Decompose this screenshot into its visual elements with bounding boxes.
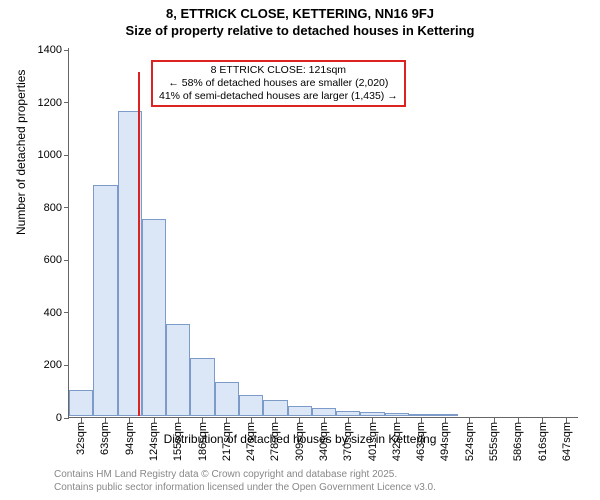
y-tick: [64, 50, 69, 51]
footer-line-2: Contains public sector information licen…: [54, 482, 436, 495]
y-tick-label: 200: [22, 359, 62, 371]
annotation-line-3: 41% of semi-detached houses are larger (…: [159, 90, 398, 103]
y-tick: [64, 312, 69, 313]
histogram-bar: [288, 406, 312, 417]
y-tick: [64, 260, 69, 261]
histogram-bar: [312, 408, 336, 416]
y-tick-label: 1200: [22, 97, 62, 109]
y-tick: [64, 365, 69, 366]
x-axis-label: Distribution of detached houses by size …: [0, 432, 600, 446]
chart-title-block: 8, ETTRICK CLOSE, KETTERING, NN16 9FJ Si…: [0, 0, 600, 40]
histogram-bar: [433, 414, 457, 416]
y-tick: [64, 155, 69, 156]
y-tick-label: 1000: [22, 149, 62, 161]
title-line-1: 8, ETTRICK CLOSE, KETTERING, NN16 9FJ: [0, 6, 600, 23]
y-tick-label: 600: [22, 254, 62, 266]
title-line-2: Size of property relative to detached ho…: [0, 23, 600, 40]
histogram-bar: [263, 400, 287, 416]
y-tick: [64, 102, 69, 103]
y-tick-label: 0: [22, 412, 62, 424]
chart-area: 020040060080010001200140032sqm63sqm94sqm…: [68, 48, 578, 418]
histogram-bar: [166, 324, 190, 416]
histogram-bar: [69, 390, 93, 416]
plot-region: 020040060080010001200140032sqm63sqm94sqm…: [68, 48, 578, 418]
reference-line: [138, 72, 140, 416]
annotation-callout: 8 ETTRICK CLOSE: 121sqm← 58% of detached…: [151, 60, 406, 107]
histogram-bar: [190, 358, 214, 416]
histogram-bar: [215, 382, 239, 416]
histogram-bar: [239, 395, 263, 416]
histogram-bar: [142, 219, 166, 416]
histogram-bar: [93, 185, 117, 416]
histogram-bar: [336, 411, 360, 416]
y-tick-label: 1400: [22, 44, 62, 56]
histogram-bar: [385, 413, 409, 416]
footer-line-1: Contains HM Land Registry data © Crown c…: [54, 469, 436, 482]
annotation-line-2: ← 58% of detached houses are smaller (2,…: [159, 77, 398, 90]
footer-attribution: Contains HM Land Registry data © Crown c…: [54, 469, 436, 494]
annotation-line-1: 8 ETTRICK CLOSE: 121sqm: [159, 64, 398, 77]
y-tick-label: 800: [22, 202, 62, 214]
y-tick: [64, 418, 69, 419]
histogram-bar: [409, 414, 433, 416]
histogram-bar: [360, 412, 384, 416]
y-tick-label: 400: [22, 307, 62, 319]
y-tick: [64, 207, 69, 208]
